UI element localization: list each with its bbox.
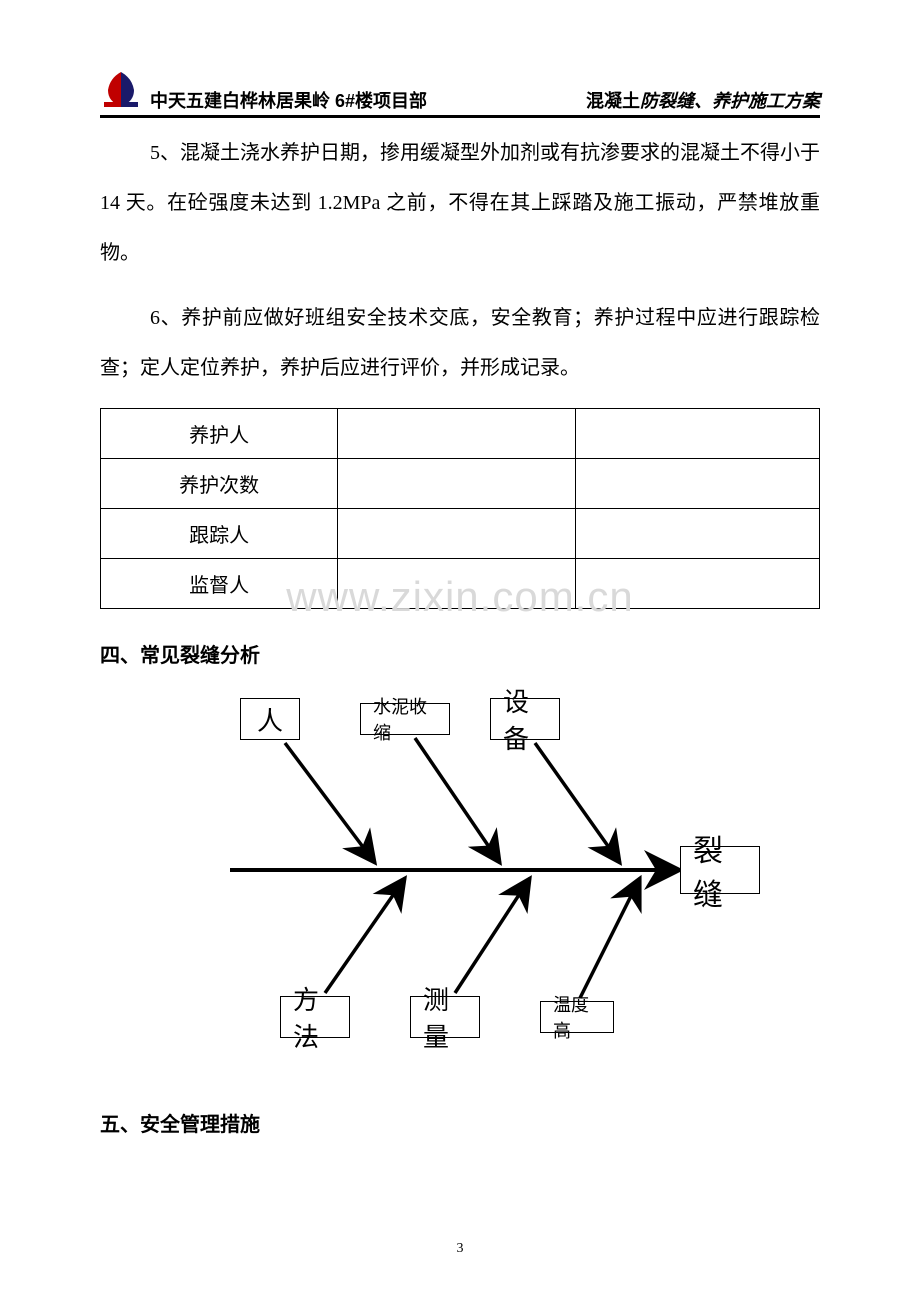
table-cell <box>575 409 819 459</box>
table-cell-label: 养护人 <box>101 409 338 459</box>
fishbone-node-measure: 测量 <box>410 996 480 1038</box>
table-cell <box>575 559 819 609</box>
header-right-italic2: 养护施工方案 <box>712 91 820 111</box>
table-cell <box>575 459 819 509</box>
paragraph-5: 5、混凝土浇水养护日期，掺用缓凝型外加剂或有抗渗要求的混凝土不得小于 14 天。… <box>100 128 820 278</box>
header-right-sep: 、 <box>694 91 712 111</box>
fishbone-node-temperature: 温度高 <box>540 1001 614 1033</box>
table-cell <box>338 509 575 559</box>
table-cell <box>338 409 575 459</box>
table-cell <box>338 459 575 509</box>
fishbone-node-method: 方法 <box>280 996 350 1038</box>
section-5-title: 五、安全管理措施 <box>100 1108 820 1137</box>
table-cell <box>338 559 575 609</box>
fishbone-node-person: 人 <box>240 698 300 740</box>
header-right-text: 混凝土防裂缝、养护施工方案 <box>586 87 820 113</box>
section-4-title: 四、常见裂缝分析 <box>100 639 820 668</box>
table-cell-label: 监督人 <box>101 559 338 609</box>
table-row: 跟踪人 <box>101 509 820 559</box>
fishbone-diagram: 人 水泥收缩 设备 方法 测量 温度高 裂缝 <box>180 698 800 1048</box>
header-right-italic1: 防裂缝 <box>640 91 694 111</box>
company-logo <box>100 70 142 113</box>
table-row: 养护次数 <box>101 459 820 509</box>
paragraph-6: 6、养护前应做好班组安全技术交底，安全教育；养护过程中应进行跟踪检查；定人定位养… <box>100 293 820 393</box>
table-cell <box>575 509 819 559</box>
header-right-prefix: 混凝土 <box>586 91 640 111</box>
fishbone-node-cement: 水泥收缩 <box>360 703 450 735</box>
table-cell-label: 养护次数 <box>101 459 338 509</box>
maintenance-record-table: 养护人 养护次数 跟踪人 监督人 <box>100 408 820 609</box>
table-row: 养护人 <box>101 409 820 459</box>
fishbone-node-equipment: 设备 <box>490 698 560 740</box>
header-left-text: 中天五建白桦林居果岭 6#楼项目部 <box>150 87 586 113</box>
table-row: 监督人 <box>101 559 820 609</box>
page-header: 中天五建白桦林居果岭 6#楼项目部 混凝土防裂缝、养护施工方案 <box>100 70 820 118</box>
fishbone-result: 裂缝 <box>680 846 760 894</box>
table-cell-label: 跟踪人 <box>101 509 338 559</box>
page-number: 3 <box>457 1241 464 1257</box>
